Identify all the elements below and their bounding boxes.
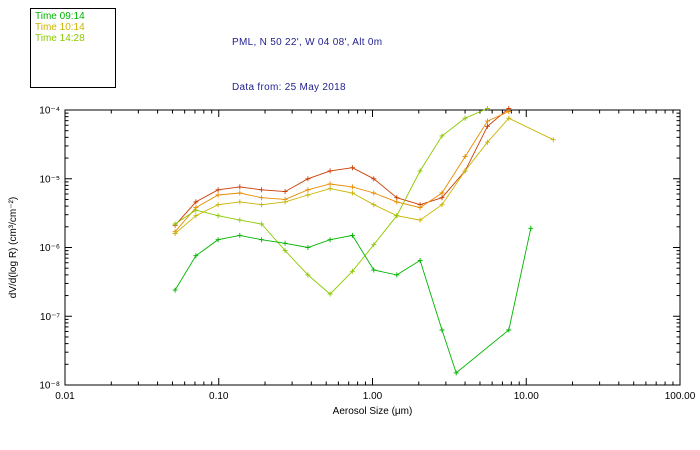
plot-title: PML, N 50 22', W 04 08', Alt 0m Data fro…	[232, 5, 382, 125]
x-tick-label: 0.10	[209, 391, 229, 402]
y-tick-label: 10⁻⁶	[39, 243, 60, 254]
y-tick-label: 10⁻⁸	[39, 381, 60, 392]
series-markers-orange	[172, 109, 512, 235]
y-axis-label: dV/d(log R) (cm³/cm⁻²)	[8, 197, 19, 298]
plot-title-line1: PML, N 50 22', W 04 08', Alt 0m	[232, 37, 383, 48]
x-tick-label: 0.01	[55, 391, 75, 402]
series-markers-t0914	[172, 225, 534, 376]
y-axis-ticks	[65, 109, 680, 386]
x-tick-label: 100.00	[665, 391, 696, 402]
series-line-orange	[174, 111, 509, 232]
x-tick-labels: 0.01 0.10 1.00 10.00 100.00	[55, 391, 695, 402]
y-tick-label: 10⁻⁵	[39, 174, 60, 185]
plot-frame	[64, 109, 681, 386]
legend-entry-1428: Time 14:28	[35, 33, 85, 44]
x-tick-label: 1.00	[363, 391, 383, 402]
series-line-redorange	[174, 108, 510, 226]
legend-entry-0914: Time 09:14	[35, 11, 85, 22]
legend-entry-1014: Time 10:14	[35, 22, 85, 33]
series-markers-t1428	[172, 106, 490, 297]
y-tick-label: 10⁻⁴	[39, 106, 60, 117]
series-markers-redorange	[172, 106, 512, 228]
y-tick-labels: 10⁻⁴ 10⁻⁵ 10⁻⁶ 10⁻⁷ 10⁻⁸	[39, 106, 60, 392]
x-tick-label: 10.00	[514, 391, 539, 402]
y-tick-label: 10⁻⁷	[40, 312, 60, 323]
x-axis-ticks	[64, 110, 681, 385]
plot-title-line2: Data from: 25 May 2018	[232, 82, 346, 93]
series-line-t1014	[174, 117, 554, 234]
series-line-t0914	[174, 228, 532, 374]
x-axis-label: Aerosol Size (μm)	[333, 406, 413, 417]
legend-box: Time 09:14 Time 10:14 Time 14:28	[30, 8, 116, 88]
series-markers-t1014	[172, 115, 556, 236]
